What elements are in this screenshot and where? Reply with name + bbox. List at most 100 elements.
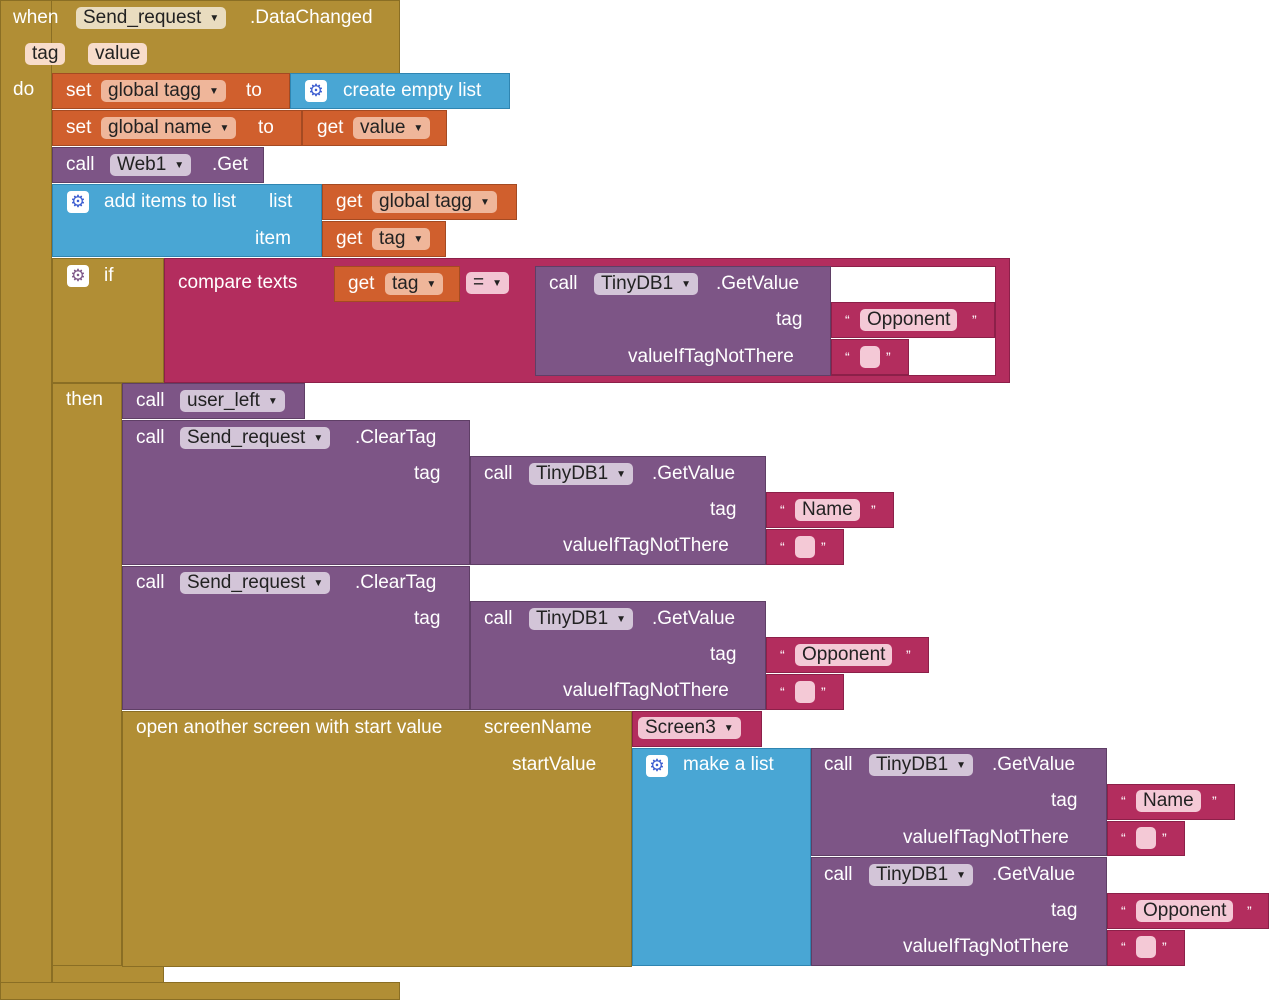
var-dropdown-global-name[interactable]: global name ▼ (101, 117, 237, 139)
get-label: get (317, 117, 344, 138)
method-label: .GetValue (992, 754, 1076, 775)
screenname-label: screenName (484, 717, 592, 738)
add-items-to-list-block[interactable] (52, 184, 322, 257)
if-label: if (104, 265, 114, 286)
vitn-label: valueIfTagNotThere (903, 827, 1069, 848)
operator-dropdown[interactable]: = ▼ (466, 272, 510, 294)
add-items-label: add items to list (104, 191, 236, 212)
open-quote-icon: “ (780, 684, 785, 700)
empty-string-value[interactable] (860, 346, 880, 368)
procedure-dropdown-user-left[interactable]: user_left ▼ (180, 390, 285, 412)
vitn-label: valueIfTagNotThere (628, 346, 794, 367)
param-tag[interactable]: tag (25, 43, 66, 65)
param-value[interactable]: value (88, 43, 148, 65)
empty-string-value[interactable] (1136, 827, 1156, 849)
empty-string-value[interactable] (795, 681, 815, 703)
var-dropdown-tag[interactable]: tag ▼ (385, 273, 444, 295)
close-quote-icon: ” (1162, 939, 1167, 955)
tag-label: tag (776, 309, 803, 330)
call-label: call (136, 427, 165, 448)
var-dropdown-global-tagg[interactable]: global tagg ▼ (372, 191, 497, 213)
method-label: .ClearTag (355, 572, 437, 593)
method-label: .GetValue (992, 864, 1076, 885)
component-dropdown-tinydb1[interactable]: TinyDB1 ▼ (869, 864, 974, 886)
component-dropdown-send-request[interactable]: Send_request ▼ (180, 572, 331, 594)
method-label: .GetValue (652, 463, 736, 484)
component-dropdown-tinydb1[interactable]: TinyDB1 ▼ (869, 754, 974, 776)
mutator-gear-icon[interactable]: ⚙ (67, 191, 89, 213)
string-value-name[interactable]: Name (1136, 790, 1201, 812)
close-quote-icon: ” (1162, 830, 1167, 846)
close-quote-icon: ” (821, 539, 826, 555)
component-dropdown-send-request[interactable]: Send_request ▼ (180, 427, 331, 449)
close-quote-icon: ” (821, 684, 826, 700)
string-value-opponent[interactable]: Opponent (1136, 900, 1234, 922)
tag-label: tag (414, 463, 441, 484)
component-dropdown-tinydb1[interactable]: TinyDB1 ▼ (529, 608, 634, 630)
method-label: .ClearTag (355, 427, 437, 448)
make-a-list-block[interactable] (632, 748, 811, 966)
tag-label: tag (710, 644, 737, 665)
component-dropdown-send-request[interactable]: Send_request ▼ (76, 7, 227, 29)
list-label: list (269, 191, 293, 212)
open-quote-icon: “ (780, 647, 785, 663)
to-label: to (258, 117, 274, 138)
mutator-gear-icon[interactable]: ⚙ (305, 80, 327, 102)
screen-dropdown-screen3[interactable]: Screen3 ▼ (638, 717, 741, 739)
set-label: set (66, 117, 92, 138)
if-then-left (52, 383, 122, 968)
mutator-gear-icon[interactable]: ⚙ (67, 265, 89, 287)
empty-string-value[interactable] (1136, 936, 1156, 958)
close-quote-icon: ” (1212, 793, 1217, 809)
close-quote-icon: ” (906, 647, 911, 663)
call-label: call (824, 754, 853, 775)
string-value-opponent[interactable]: Opponent (795, 644, 893, 666)
get-label: get (336, 228, 363, 249)
if-bottom (52, 965, 164, 983)
open-screen-label: open another screen with start value (136, 717, 443, 738)
string-value-name[interactable]: Name (795, 499, 860, 521)
var-dropdown-tag[interactable]: tag ▼ (372, 228, 431, 250)
open-quote-icon: “ (1121, 903, 1126, 919)
make-a-list-label: make a list (683, 754, 774, 775)
open-another-screen-block[interactable] (122, 711, 632, 967)
get-label: get (336, 191, 363, 212)
event-block-body-left (0, 0, 52, 1000)
open-quote-icon: “ (780, 539, 785, 555)
mutator-gear-icon[interactable]: ⚙ (646, 755, 668, 777)
vitn-label: valueIfTagNotThere (563, 680, 729, 701)
text-string-block[interactable] (831, 302, 995, 338)
call-label: call (136, 572, 165, 593)
component-dropdown-tinydb1[interactable]: TinyDB1 ▼ (594, 273, 699, 295)
open-quote-icon: “ (845, 349, 850, 365)
event-block-bottom (0, 982, 400, 1000)
close-quote-icon: ” (1247, 903, 1252, 919)
open-quote-icon: “ (1121, 793, 1126, 809)
then-label: then (66, 389, 103, 410)
component-dropdown-tinydb1[interactable]: TinyDB1 ▼ (529, 463, 634, 485)
var-dropdown-global-tagg[interactable]: global tagg ▼ (101, 80, 226, 102)
tag-label: tag (414, 608, 441, 629)
method-label: .GetValue (716, 273, 800, 294)
text-string-block[interactable] (1107, 893, 1269, 929)
call-label: call (824, 864, 853, 885)
call-label: call (484, 463, 513, 484)
string-value-opponent[interactable]: Opponent (860, 309, 958, 331)
set-label: set (66, 80, 92, 101)
call-label: call (66, 154, 95, 175)
empty-string-value[interactable] (795, 536, 815, 558)
compare-texts-label: compare texts (178, 272, 298, 293)
tag-label: tag (710, 499, 737, 520)
close-quote-icon: ” (886, 349, 891, 365)
var-dropdown-value[interactable]: value ▼ (353, 117, 431, 139)
open-quote-icon: “ (780, 502, 785, 518)
call-label: call (484, 608, 513, 629)
when-label: when (13, 7, 59, 28)
method-label: .Get (212, 154, 248, 175)
open-quote-icon: “ (1121, 939, 1126, 955)
vitn-label: valueIfTagNotThere (903, 936, 1069, 957)
component-dropdown-web1[interactable]: Web1 ▼ (110, 154, 192, 176)
call-label: call (136, 390, 165, 411)
call-label: call (549, 273, 578, 294)
get-label: get (348, 273, 375, 294)
